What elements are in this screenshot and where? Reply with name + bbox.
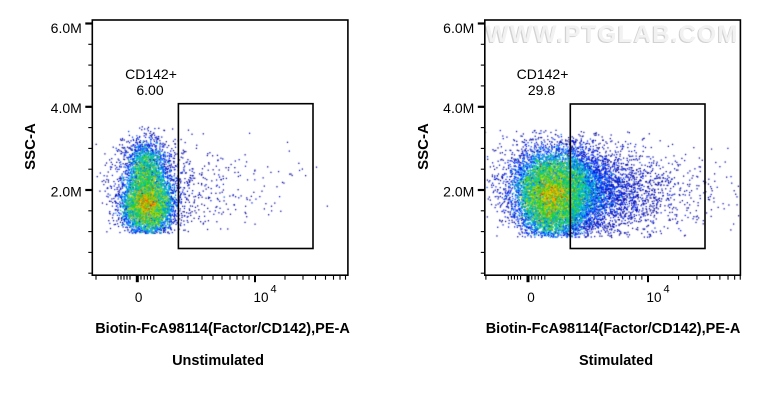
svg-text:10: 10 (254, 290, 269, 305)
svg-text:0: 0 (135, 290, 143, 305)
svg-text:4: 4 (663, 284, 669, 296)
svg-text:4: 4 (271, 284, 277, 296)
svg-text:0: 0 (527, 290, 535, 305)
svg-text:Biotin-FcA98114(Factor/CD142),: Biotin-FcA98114(Factor/CD142),PE-A (486, 321, 741, 337)
svg-text:Unstimulated: Unstimulated (172, 353, 264, 369)
svg-text:10: 10 (646, 290, 661, 305)
svg-text:4.0M: 4.0M (443, 100, 474, 116)
svg-text:29.8: 29.8 (528, 82, 555, 98)
svg-text:2.0M: 2.0M (51, 183, 82, 199)
svg-text:CD142+: CD142+ (125, 66, 177, 82)
svg-text:6.0M: 6.0M (443, 20, 474, 36)
svg-text:6.00: 6.00 (136, 82, 163, 98)
svg-text:Biotin-FcA98114(Factor/CD142),: Biotin-FcA98114(Factor/CD142),PE-A (95, 321, 350, 337)
svg-text:CD142+: CD142+ (517, 66, 569, 82)
svg-text:4.0M: 4.0M (51, 100, 82, 116)
svg-text:6.0M: 6.0M (51, 20, 82, 36)
svg-text:2.0M: 2.0M (443, 183, 474, 199)
svg-text:SSC-A: SSC-A (415, 123, 432, 170)
svg-text:SSC-A: SSC-A (22, 123, 39, 170)
svg-text:Stimulated: Stimulated (579, 353, 653, 369)
